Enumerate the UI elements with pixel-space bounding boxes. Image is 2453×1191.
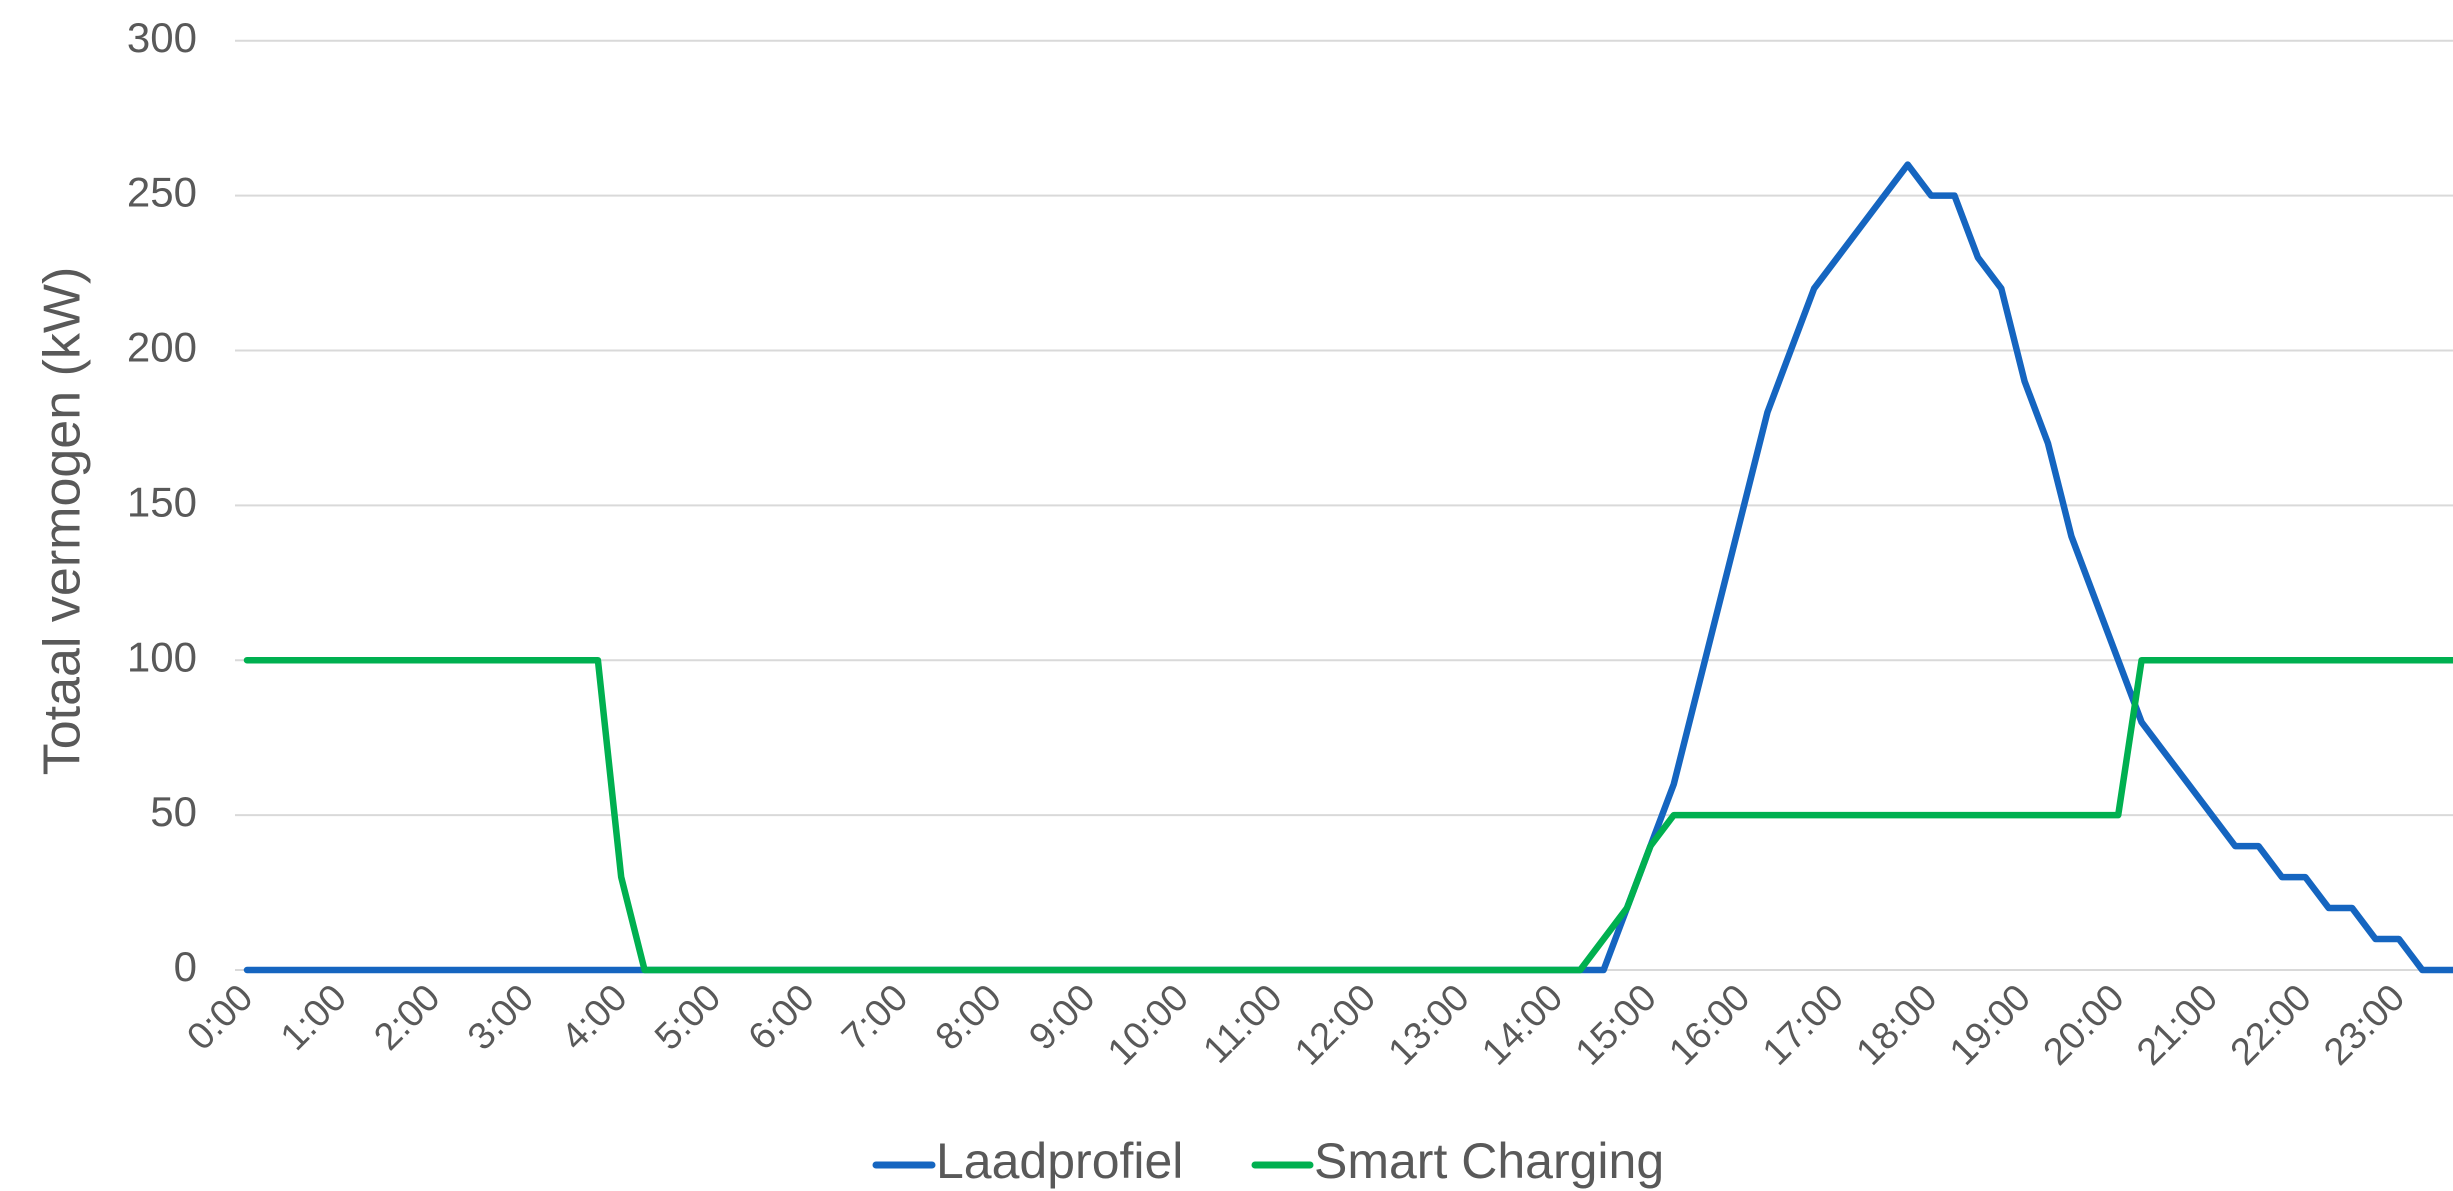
x-tick-label: 8:00 [928, 977, 1010, 1059]
x-tick-label: 19:00 [1942, 977, 2039, 1074]
x-tick-label: 1:00 [273, 977, 355, 1059]
y-tick-label: 300 [127, 14, 197, 61]
x-tick-label: 5:00 [647, 977, 729, 1059]
x-tick-label: 11:00 [1196, 977, 1291, 1072]
x-tick-label: 10:00 [1100, 977, 1197, 1074]
x-tick-label: 3:00 [460, 977, 542, 1059]
y-tick-label: 0 [174, 943, 197, 990]
line-series [243, 161, 2453, 974]
x-tick-label: 4:00 [554, 977, 636, 1059]
x-tick-label: 21:00 [2129, 977, 2226, 1074]
x-tick-label: 14:00 [1474, 977, 1571, 1074]
y-tick-label: 100 [127, 633, 197, 680]
line-series [243, 656, 2453, 974]
x-tick-label: 20:00 [2036, 977, 2133, 1074]
y-tick-label: 250 [127, 169, 197, 216]
x-tick-label: 7:00 [834, 977, 916, 1059]
legend-label: Laadprofiel [936, 1133, 1183, 1189]
y-tick-label: 200 [127, 324, 197, 371]
y-tick-label: 150 [127, 478, 197, 525]
x-tick-label: 16:00 [1661, 977, 1758, 1074]
x-tick-label: 6:00 [741, 977, 823, 1059]
x-tick-label: 22:00 [2223, 977, 2320, 1074]
x-tick-label: 23:00 [2316, 977, 2413, 1074]
x-tick-label: 9:00 [1021, 977, 1103, 1059]
x-tick-label: 12:00 [1287, 977, 1384, 1074]
x-tick-label: 15:00 [1568, 977, 1665, 1074]
x-tick-label: 13:00 [1381, 977, 1478, 1074]
x-tick-label: 17:00 [1755, 977, 1852, 1074]
y-tick-label: 50 [150, 788, 197, 835]
x-tick-label: 2:00 [366, 977, 448, 1059]
x-tick-label: 18:00 [1849, 977, 1946, 1074]
legend-label: Smart Charging [1314, 1133, 1664, 1189]
y-axis-label: Totaal vermogen (kW) [34, 267, 92, 776]
